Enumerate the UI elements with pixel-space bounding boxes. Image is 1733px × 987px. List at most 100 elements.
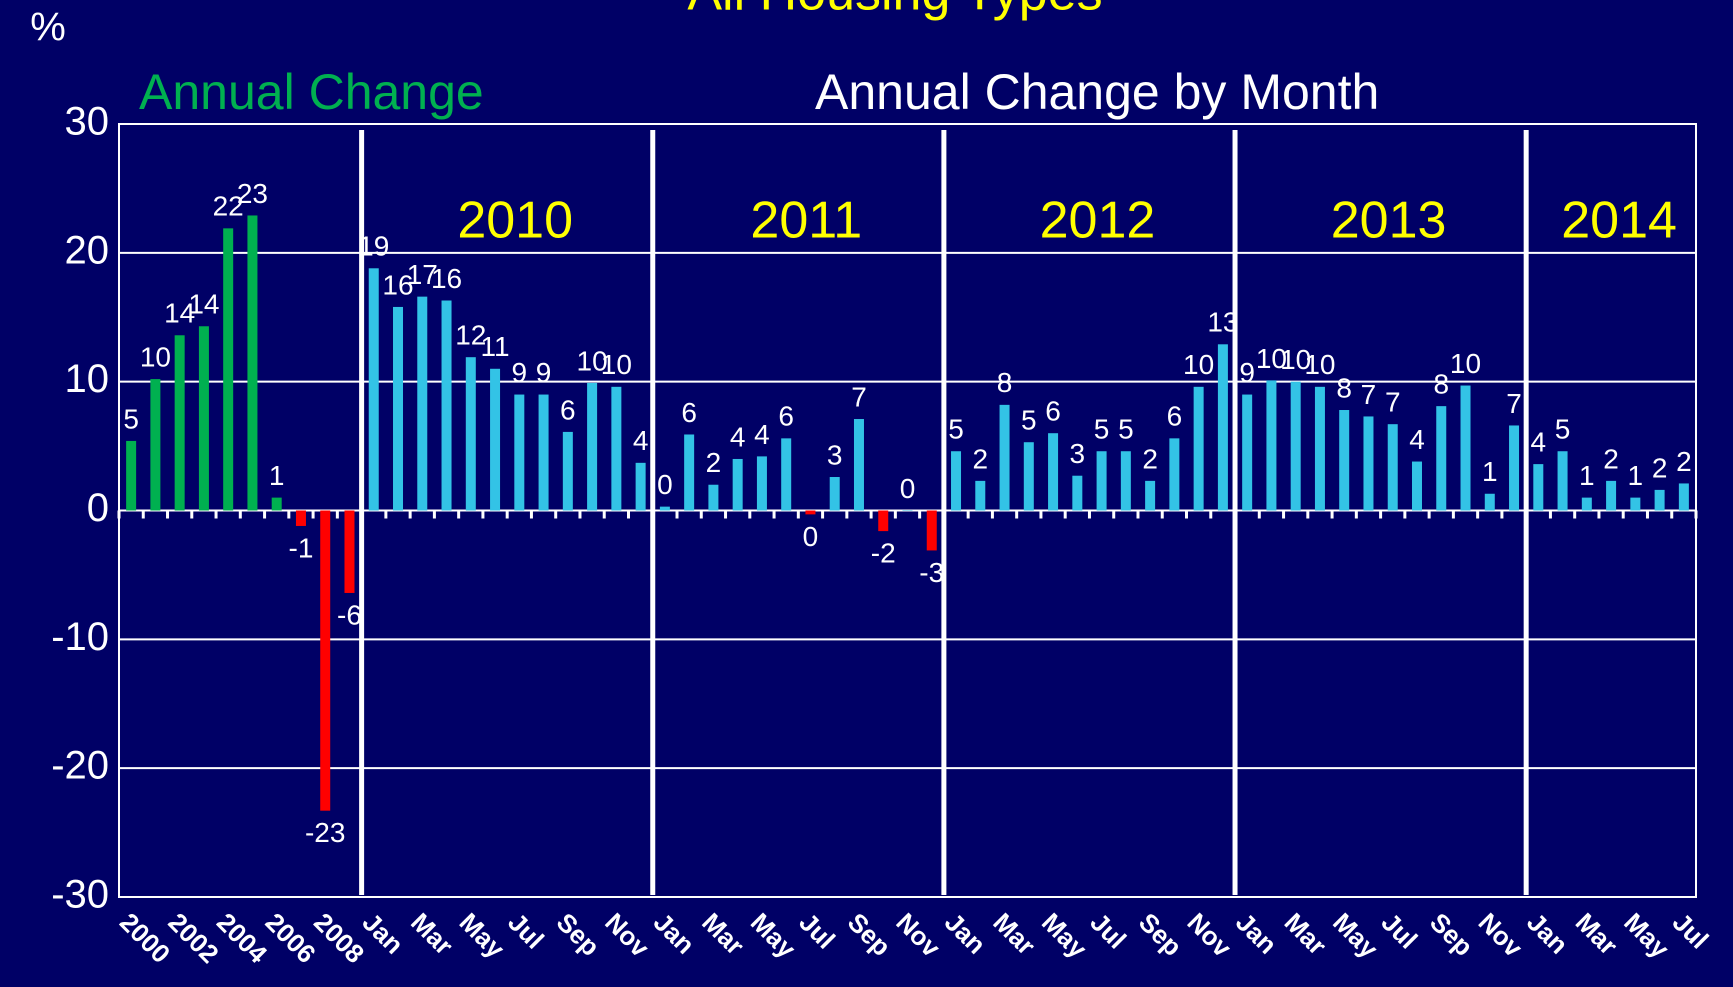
bar [1339, 410, 1350, 511]
bar [441, 300, 452, 511]
data-label: 9 [536, 357, 552, 388]
x-tick-label: Nov [890, 907, 946, 963]
y-tick-label: 30 [65, 100, 110, 144]
data-label: 5 [1021, 405, 1037, 436]
bar [344, 510, 355, 593]
data-label: 10 [601, 349, 632, 380]
data-label: 0 [657, 469, 673, 500]
bar [684, 434, 695, 511]
data-label: 0 [900, 473, 916, 504]
data-label: 4 [730, 421, 746, 452]
bar [732, 458, 743, 511]
data-label: 5 [948, 414, 964, 445]
data-label: 4 [1409, 424, 1425, 455]
bar [514, 394, 525, 511]
bar [1242, 394, 1253, 511]
x-tick-label: Jul [1084, 907, 1132, 955]
data-label: 14 [188, 289, 219, 320]
data-label: 11 [481, 331, 510, 362]
bar [659, 506, 670, 511]
data-label: 8 [1336, 372, 1352, 403]
bar [1314, 386, 1325, 511]
data-label: -6 [337, 599, 362, 630]
data-label: 5 [123, 403, 139, 434]
x-tick-label: Mar [405, 907, 459, 961]
data-label: 9 [1239, 357, 1255, 388]
bar [756, 456, 767, 511]
bar [1120, 451, 1131, 511]
data-label: 10 [140, 341, 171, 372]
bar [853, 419, 864, 511]
bar [417, 296, 428, 511]
bar [1630, 497, 1641, 511]
bar [611, 386, 622, 511]
data-label: 1 [1482, 456, 1498, 487]
y-tick-label: 0 [87, 486, 109, 530]
x-tick-label: Nov [1182, 907, 1238, 963]
year-label: 2014 [1561, 192, 1677, 250]
data-label: 7 [1385, 387, 1401, 418]
bar [538, 394, 549, 511]
data-label: 5 [1555, 414, 1571, 445]
bar [1217, 344, 1228, 511]
bar [1387, 424, 1398, 511]
data-label: 12 [455, 320, 486, 351]
bar [1193, 386, 1204, 511]
bar [1169, 438, 1180, 511]
bar [1460, 385, 1471, 511]
x-tick-label: Jan [1230, 907, 1283, 960]
bar [1096, 451, 1107, 511]
year-label: 2012 [1040, 192, 1156, 250]
x-tick-label: Mar [1570, 907, 1624, 961]
data-label: 22 [213, 191, 244, 222]
x-tick-label: Nov [599, 907, 655, 963]
data-label: 23 [237, 178, 268, 209]
series-label: Annual Change [139, 64, 484, 120]
x-tick-label: May [745, 907, 802, 964]
data-label: 7 [1506, 388, 1522, 419]
x-tick-label: Sep [1424, 907, 1479, 962]
x-tick-label: Mar [987, 907, 1041, 961]
data-label: 10 [1280, 344, 1311, 375]
data-label: 2 [1676, 446, 1692, 477]
data-label: 5 [1094, 414, 1110, 445]
x-tick-label: May [1327, 907, 1384, 964]
year-label: 2010 [457, 192, 573, 250]
data-label: 16 [431, 263, 462, 294]
y-axis-label: % [30, 6, 66, 50]
bar [1145, 480, 1156, 511]
x-tick-label: Jul [793, 907, 841, 955]
bar [1048, 433, 1059, 511]
data-label: 3 [827, 439, 843, 470]
x-tick-label: Jan [1521, 907, 1574, 960]
data-label: 8 [997, 367, 1013, 398]
x-tick-label: May [1618, 907, 1675, 964]
y-tick-label: -10 [51, 615, 109, 659]
x-tick-label: 2002 [163, 907, 225, 969]
bar [1411, 461, 1422, 511]
data-label: 8 [1433, 369, 1449, 400]
x-tick-label: Sep [842, 907, 897, 962]
bar [150, 379, 161, 511]
data-label: 17 [407, 259, 438, 290]
bar [1654, 489, 1665, 511]
x-tick-label: Jul [1667, 907, 1715, 955]
y-tick-label: -30 [51, 873, 109, 917]
bar [271, 497, 282, 511]
bar [126, 440, 137, 511]
x-tick-label: Jul [502, 907, 550, 955]
data-label: 6 [560, 394, 576, 425]
bar [368, 268, 379, 511]
bar [198, 326, 209, 511]
x-tick-label: 2004 [211, 907, 273, 969]
data-label: 1 [269, 460, 285, 491]
data-label: 4 [633, 425, 649, 456]
data-label: -3 [919, 557, 944, 588]
x-tick-label: 2006 [260, 907, 322, 969]
bar [829, 477, 840, 511]
bar [562, 431, 573, 511]
data-label: -1 [289, 532, 314, 563]
x-tick-label: Jan [648, 907, 701, 960]
x-tick-label: 2008 [308, 907, 370, 969]
